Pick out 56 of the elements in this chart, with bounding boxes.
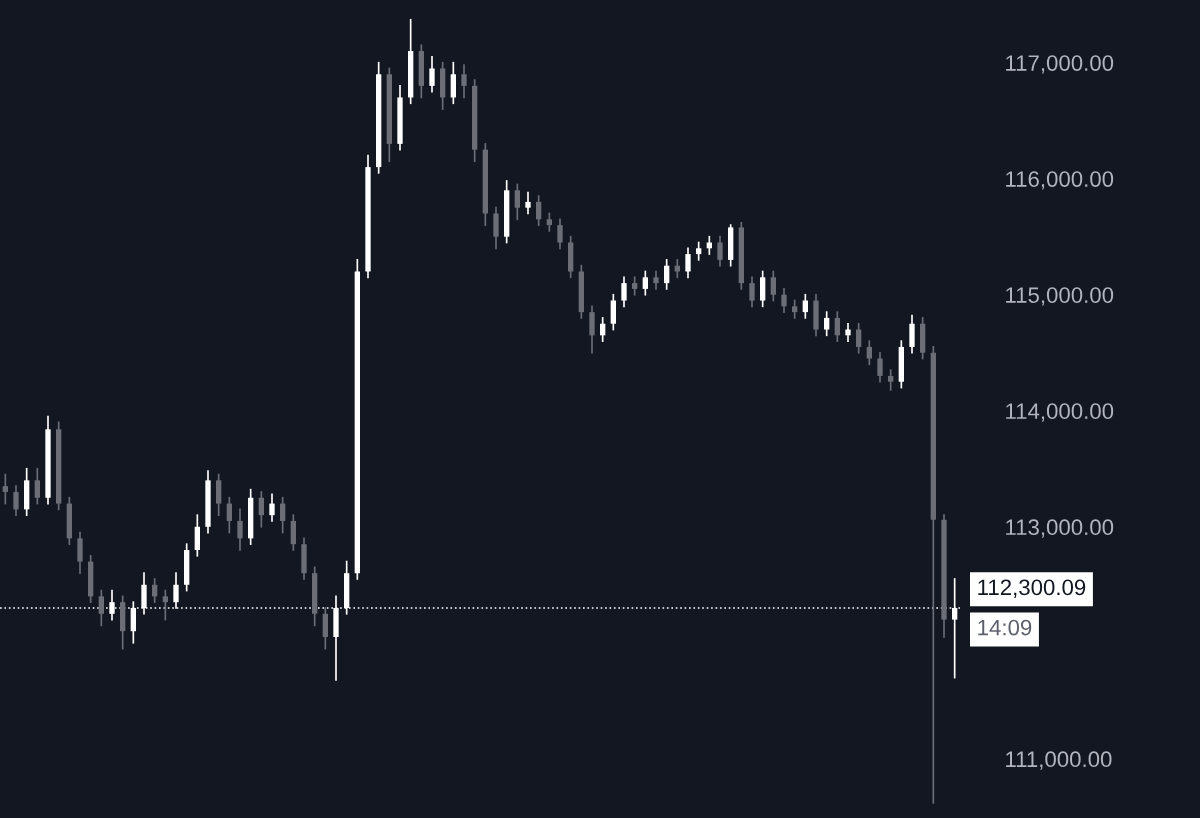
candlestick <box>13 485 19 517</box>
ref-line-label: 112,300.09 <box>978 579 1086 598</box>
text: 14:09 <box>978 619 1032 636</box>
candlestick <box>770 270 776 302</box>
candlestick <box>717 235 723 267</box>
candlestick <box>610 293 616 331</box>
candlestick <box>493 206 499 250</box>
candlestick <box>98 589 104 627</box>
candlestick <box>546 212 552 232</box>
candlestick <box>621 276 627 308</box>
candlestick <box>664 259 670 290</box>
candlestick <box>162 589 168 621</box>
candlestick <box>866 340 872 366</box>
candlestick <box>429 56 435 93</box>
candlestick <box>461 64 467 99</box>
candlestick <box>269 493 275 522</box>
y-tick-label: 113,000.00 <box>1006 519 1114 538</box>
candlestick <box>674 259 680 279</box>
candlestick <box>653 270 659 290</box>
candlestick <box>514 183 520 221</box>
candlestick <box>632 276 638 296</box>
candlestick <box>194 514 200 557</box>
y-tick-label: 115,000.00 <box>1006 287 1114 306</box>
candlestick <box>226 496 232 534</box>
candlestick <box>322 607 328 650</box>
candlestick <box>696 241 702 261</box>
candlestick <box>34 467 40 505</box>
candlestick <box>749 276 755 308</box>
y-tick-label: 111,000.00 <box>1006 751 1112 770</box>
candlestick <box>2 473 8 505</box>
candlestick <box>450 61 456 105</box>
candlestick <box>536 195 542 226</box>
candlestick <box>290 514 296 551</box>
candlestick <box>856 322 862 354</box>
y-tick-label: 116,000.00 <box>1006 171 1114 190</box>
candlestick <box>77 531 83 575</box>
candlestick <box>824 311 830 337</box>
candlestick <box>258 491 264 528</box>
candlestick <box>781 288 787 313</box>
candlestick <box>888 369 894 391</box>
candlestick <box>685 247 691 279</box>
candlestick <box>589 305 595 354</box>
candlestick <box>760 270 766 308</box>
candlestick <box>280 496 286 534</box>
candlestick <box>237 508 243 551</box>
candlestick <box>845 322 851 342</box>
candlestick <box>216 473 222 517</box>
candlestick <box>642 270 648 296</box>
candlestick <box>706 235 712 255</box>
candlestick <box>557 218 563 250</box>
y-tick-label: 114,000.00 <box>1006 403 1114 422</box>
candlestick <box>834 311 840 342</box>
candlestick <box>525 191 531 215</box>
y-tick-label: 117,000.00 <box>1006 55 1114 74</box>
candlestick <box>877 351 883 383</box>
candlestick <box>909 314 915 354</box>
